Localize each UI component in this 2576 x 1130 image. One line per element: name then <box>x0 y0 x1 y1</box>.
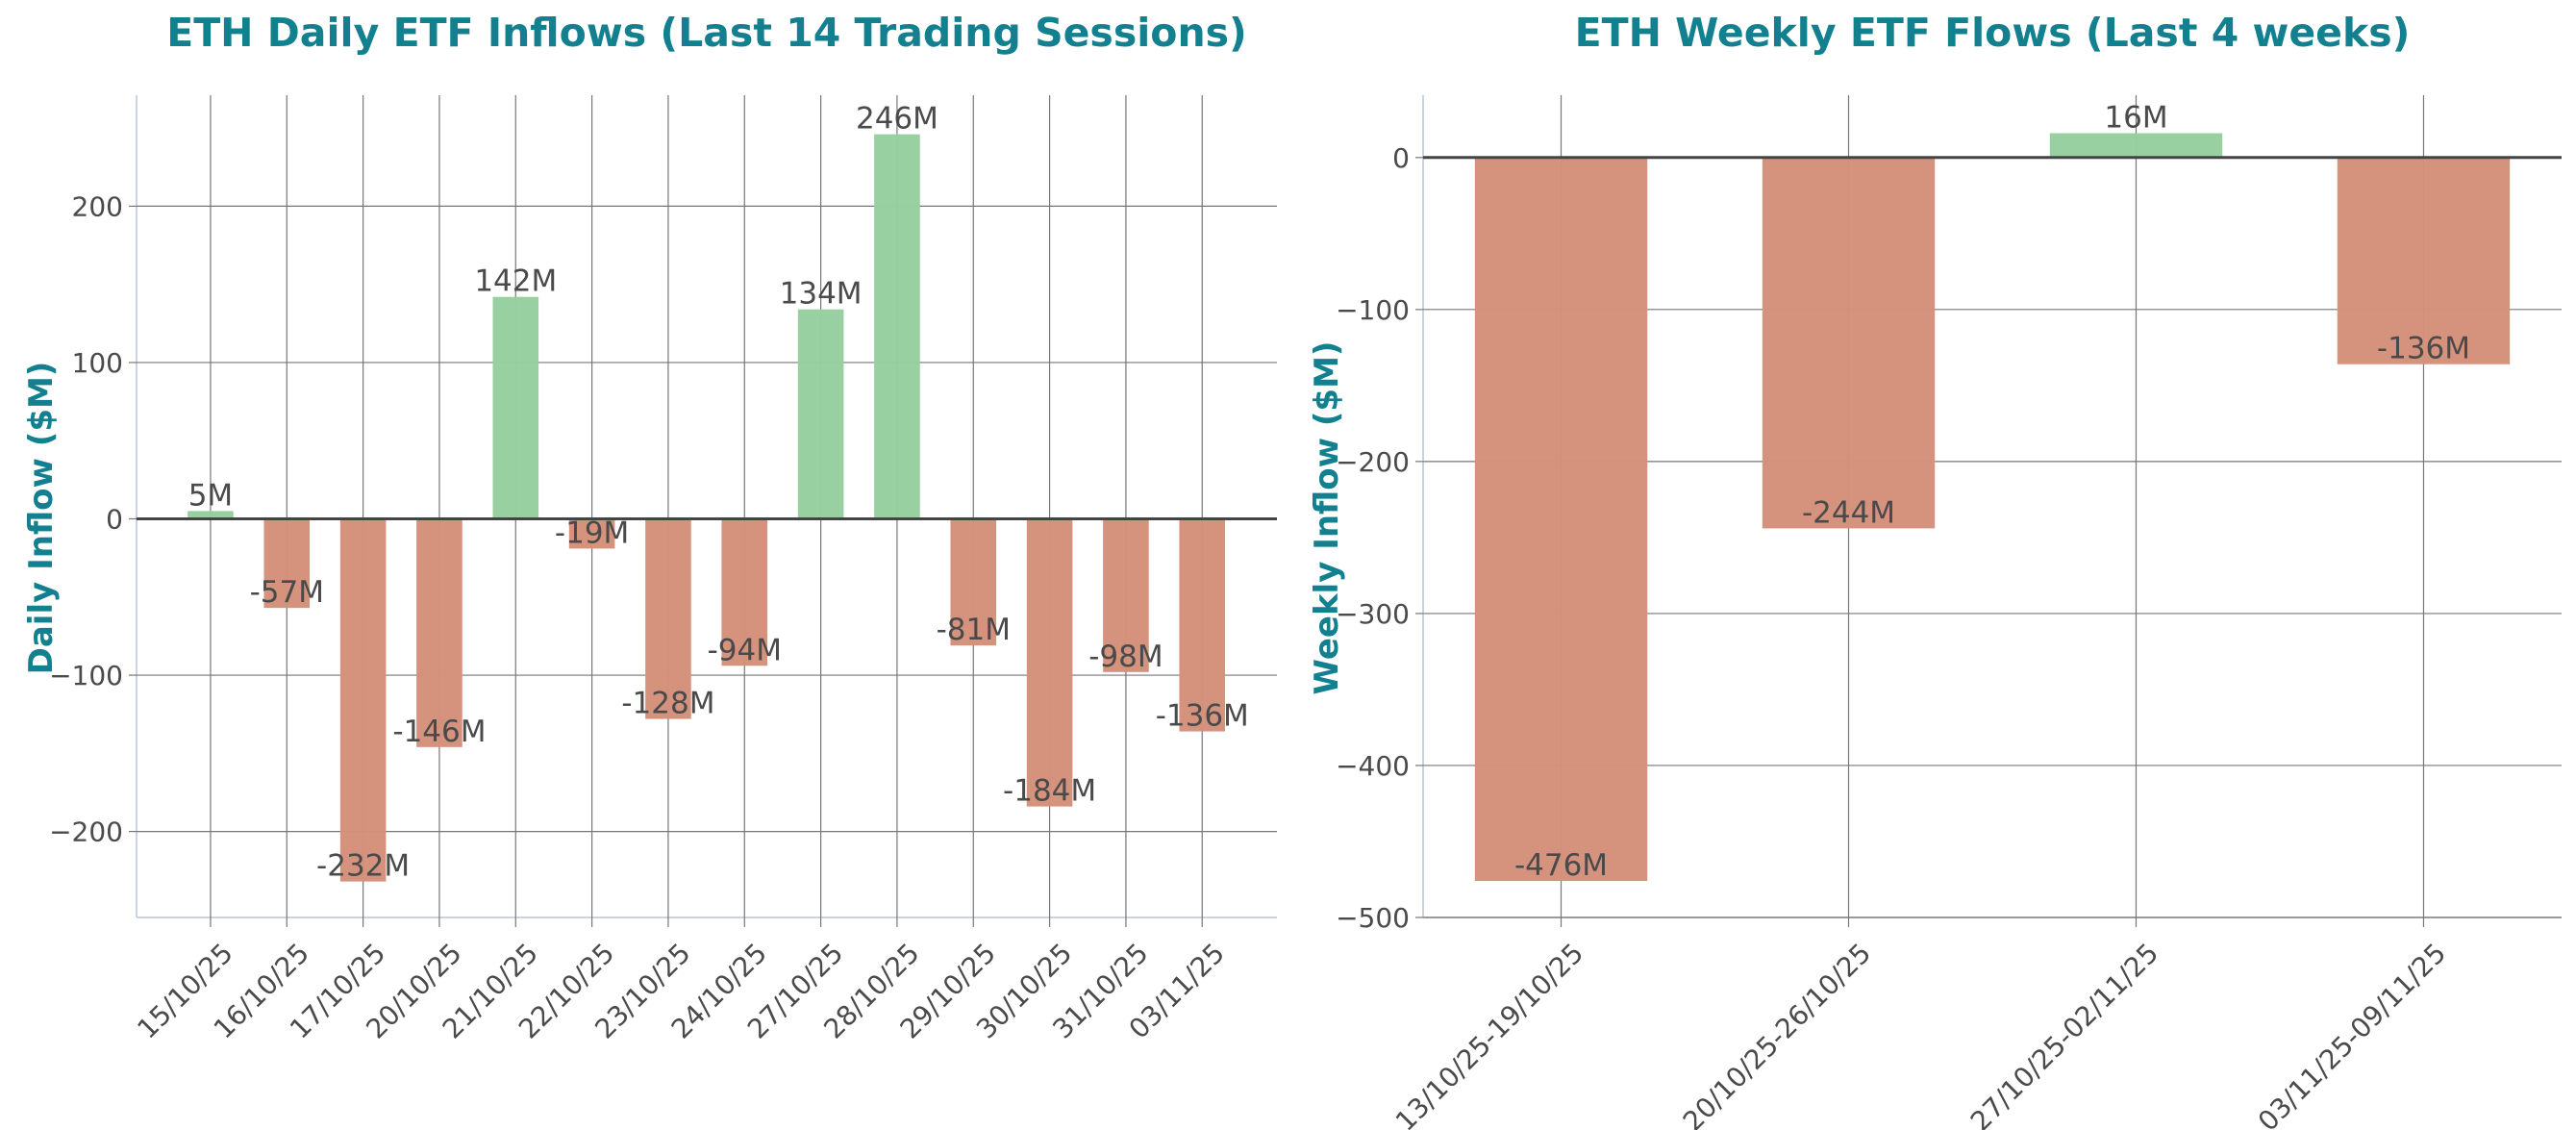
bar <box>416 518 463 747</box>
bar <box>950 518 997 646</box>
data-label: -19M <box>555 515 629 550</box>
data-label: -244M <box>1802 495 1895 530</box>
bar <box>1026 518 1073 807</box>
bar <box>645 518 691 719</box>
bar <box>1762 157 1936 529</box>
data-label: -184M <box>1003 774 1096 809</box>
weekly-chart: ETH Weekly ETF Flows (Last 4 weeks) Weekl… <box>1308 10 2562 1130</box>
chart-title: ETH Weekly ETF Flows (Last 4 weeks) <box>1575 10 2411 56</box>
y-tick-label: −100 <box>1336 294 1410 326</box>
bar <box>188 511 234 519</box>
bar <box>797 309 844 519</box>
bar <box>2337 157 2511 364</box>
data-label: -98M <box>1088 640 1163 674</box>
data-label: -81M <box>937 613 1011 647</box>
bar <box>1179 518 1226 732</box>
x-tick-label: 13/10/25-19/10/25 <box>1389 937 1589 1130</box>
y-tick-label: 100 <box>72 347 123 379</box>
y-tick-label: −300 <box>1336 598 1410 630</box>
y-tick-label: 0 <box>106 504 123 536</box>
x-tick-label: 20/10/25-26/10/25 <box>1677 937 1877 1130</box>
y-axis-label: Weekly Inflow ($M) <box>1308 341 1346 695</box>
y-tick-label: 0 <box>1392 142 1410 174</box>
x-tick-label: 27/10/25-02/11/25 <box>1964 937 2164 1130</box>
daily-chart: ETH Daily ETF Inflows (Last 14 Trading S… <box>22 10 1277 1045</box>
data-label: -136M <box>1156 699 1249 734</box>
y-tick-label: −400 <box>1336 750 1410 782</box>
y-tick-label: 200 <box>72 190 123 222</box>
bar <box>1474 157 1648 882</box>
y-tick-label: −200 <box>49 816 123 848</box>
x-tick-label: 03/11/25-09/11/25 <box>2252 937 2452 1130</box>
bar <box>492 296 539 519</box>
bar <box>1103 518 1149 672</box>
bar <box>2049 133 2223 158</box>
y-tick-label: −200 <box>1336 446 1410 478</box>
bar <box>874 134 920 519</box>
data-label: 5M <box>188 478 233 513</box>
bar <box>568 518 615 549</box>
data-label: 142M <box>474 264 557 299</box>
data-label: -136M <box>2377 332 2470 366</box>
data-label: -476M <box>1514 848 1608 883</box>
data-label: 16M <box>2104 101 2167 136</box>
data-label: 134M <box>780 277 863 312</box>
y-tick-label: −100 <box>49 660 123 691</box>
bar <box>339 518 387 882</box>
chart-title: ETH Daily ETF Inflows (Last 14 Trading S… <box>166 10 1247 56</box>
data-label: -146M <box>392 715 486 749</box>
data-label: -128M <box>621 687 714 721</box>
y-axis-label: Daily Inflow ($M) <box>22 362 61 675</box>
bar <box>721 518 768 666</box>
bar <box>263 518 311 609</box>
data-label: -94M <box>708 633 782 667</box>
data-label: -232M <box>316 849 410 884</box>
y-tick-label: −500 <box>1336 902 1410 934</box>
data-label: -57M <box>250 575 324 610</box>
data-label: 246M <box>856 102 938 137</box>
